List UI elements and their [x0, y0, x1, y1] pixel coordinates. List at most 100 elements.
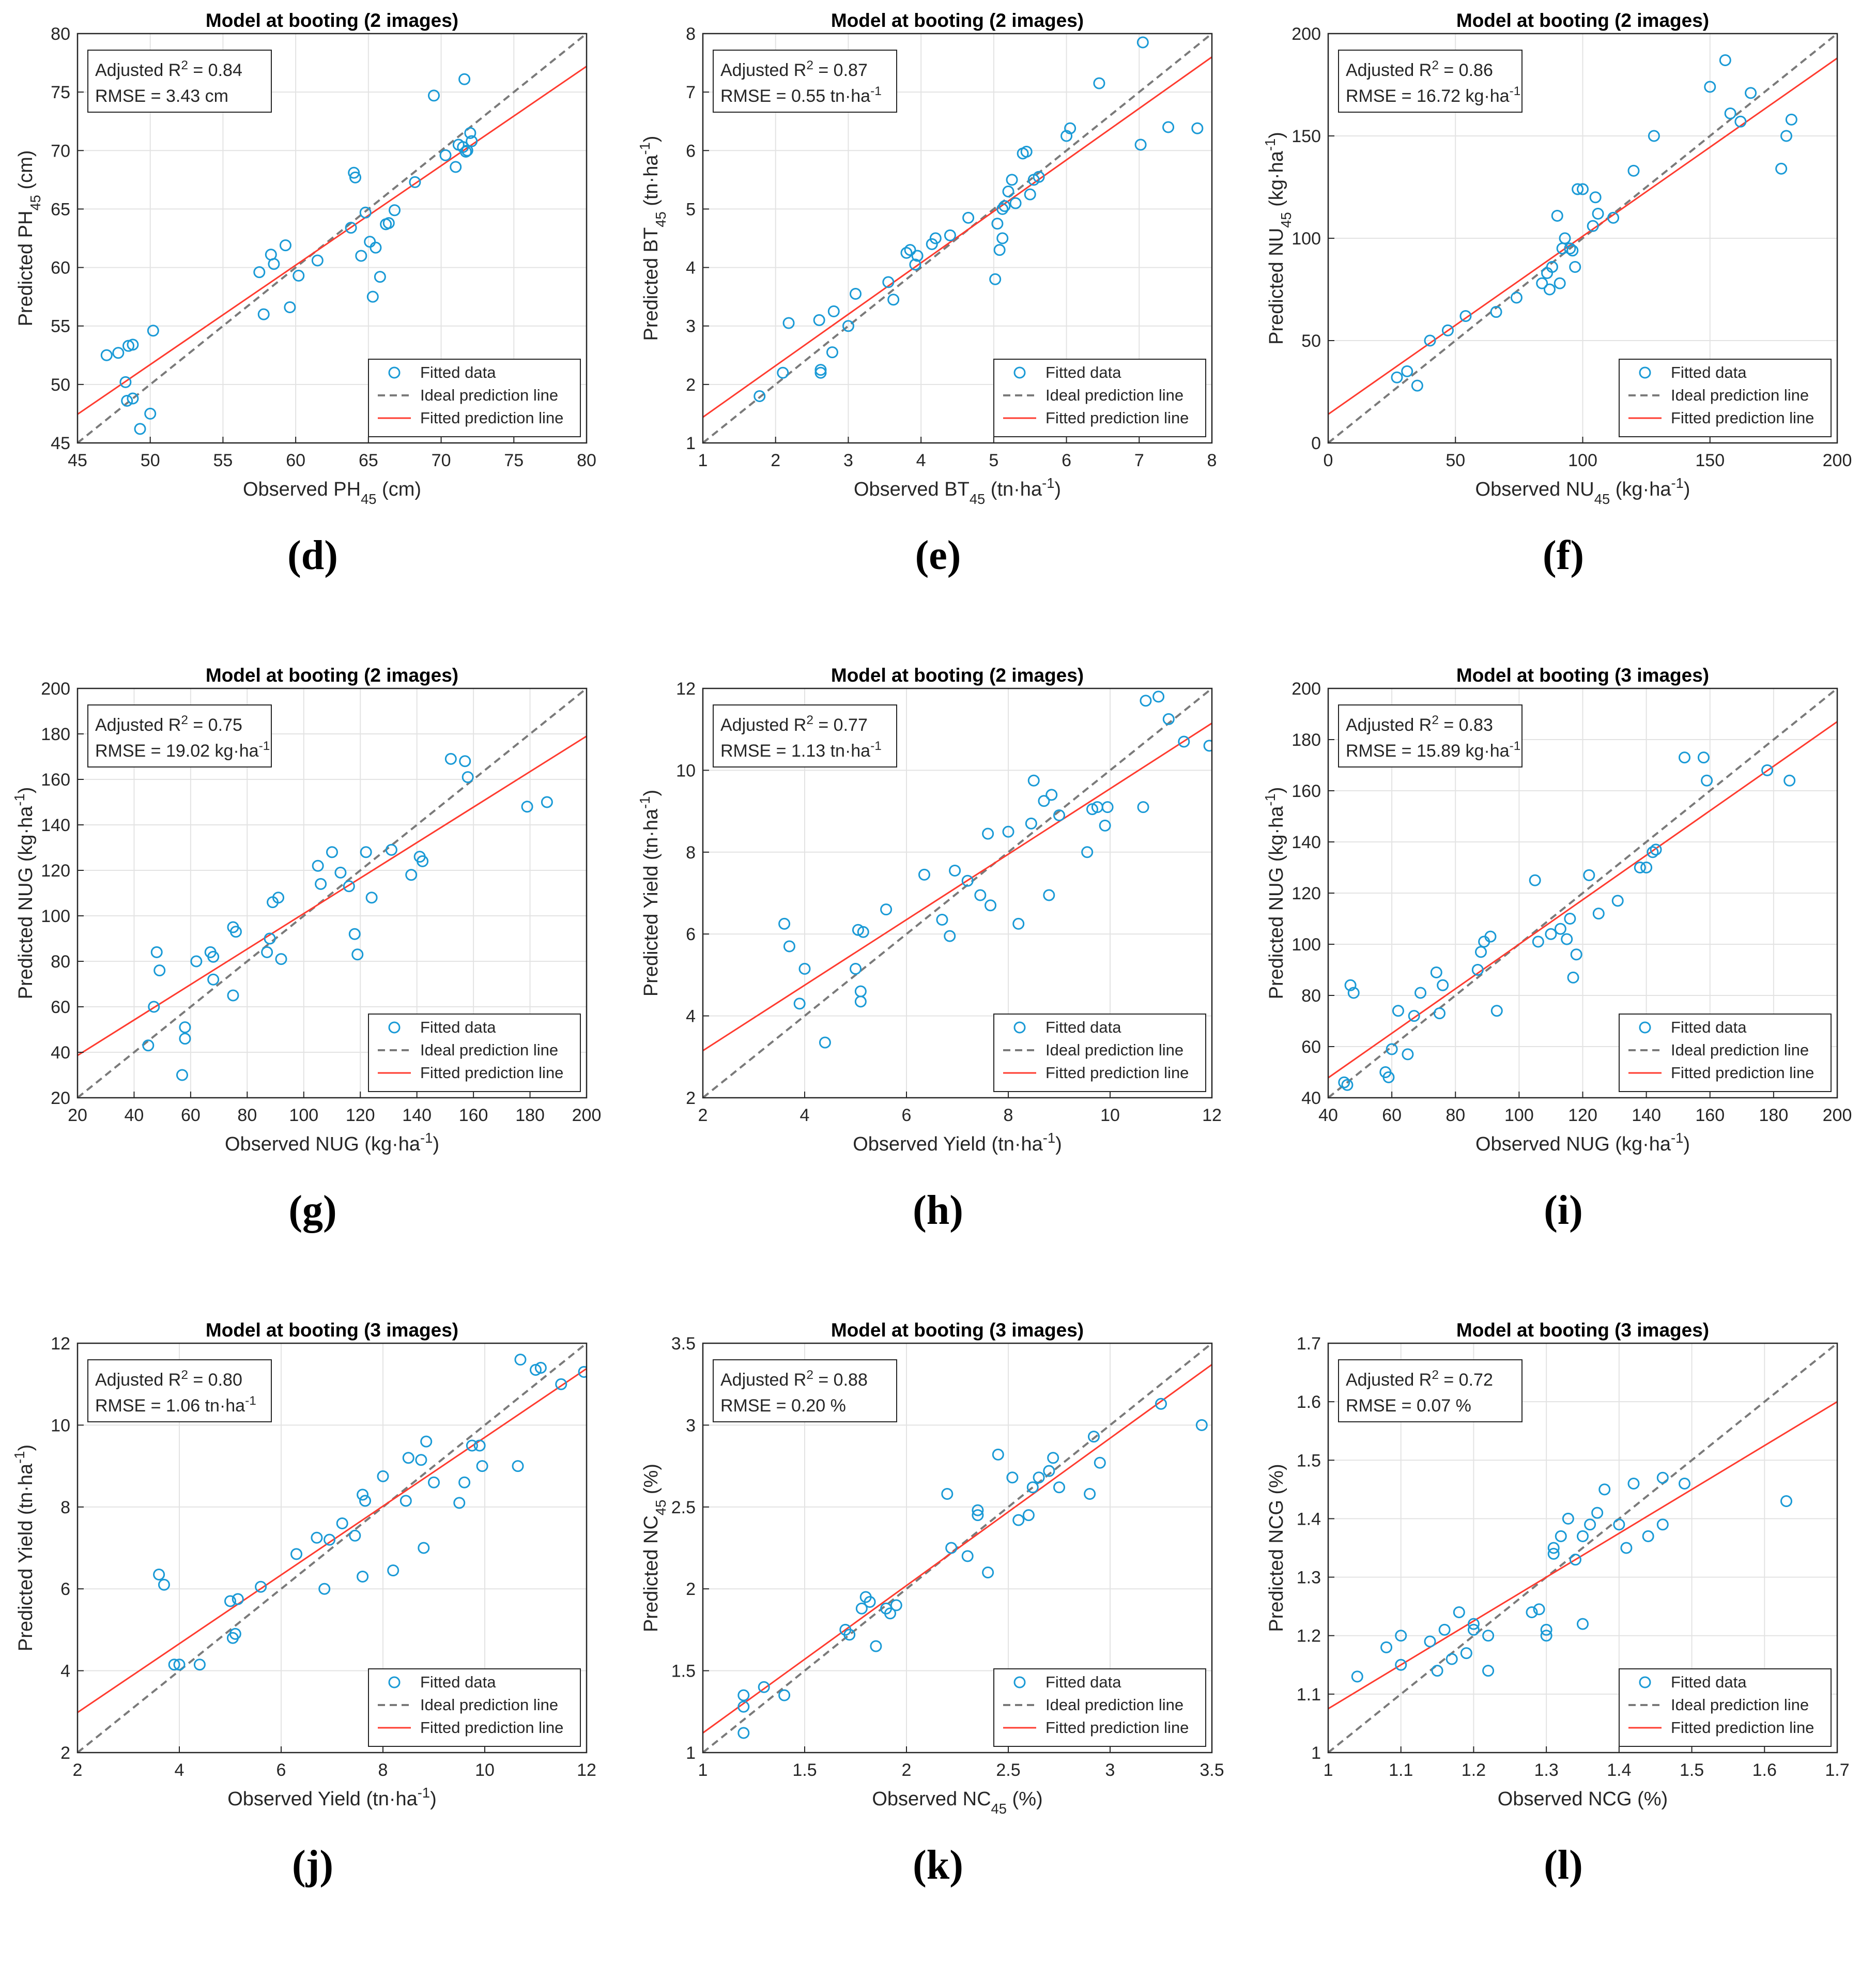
data-point	[1391, 371, 1403, 383]
data-point	[850, 963, 862, 975]
data-point	[1401, 365, 1413, 377]
x-axis-label: Observed NC45 (%)	[872, 1788, 1042, 1817]
data-point	[417, 855, 429, 867]
x-tick-label: 2	[73, 1760, 83, 1780]
x-tick-label: 6	[902, 1106, 912, 1125]
data-point	[207, 973, 220, 986]
data-point	[813, 314, 825, 326]
data-point	[275, 953, 287, 965]
data-point	[1780, 1495, 1792, 1507]
rmse-text: RMSE = 15.89 kg·ha-1	[1346, 739, 1520, 761]
stats-box	[87, 50, 272, 113]
data-point	[193, 1659, 206, 1671]
y-tick-label: 10	[51, 1416, 70, 1435]
data-point	[993, 244, 1006, 256]
data-point	[1533, 1603, 1545, 1616]
y-tick-label: 80	[1301, 986, 1321, 1006]
data-point	[1341, 1079, 1354, 1091]
y-tick-label: 1.3	[1297, 1568, 1321, 1588]
data-point	[852, 924, 864, 936]
adjusted-r2-text: Adjusted R2 = 0.84	[95, 58, 242, 81]
data-point	[334, 866, 347, 879]
data-point	[458, 1476, 471, 1488]
data-point	[261, 946, 273, 958]
data-point	[1433, 1007, 1446, 1020]
stats-box	[713, 1359, 897, 1422]
y-tick-label: 160	[1291, 781, 1321, 801]
data-point	[854, 995, 867, 1008]
data-point	[1545, 928, 1557, 940]
y-tick-label: 2.5	[671, 1498, 696, 1517]
fitted-prediction-line	[78, 66, 587, 415]
data-point	[255, 1580, 267, 1593]
adjusted-r2-text: Adjusted R2 = 0.75	[95, 713, 242, 735]
panel-label: (j)	[292, 1843, 333, 1888]
data-point	[1583, 869, 1595, 881]
data-point	[387, 1564, 399, 1577]
data-point	[1431, 1665, 1443, 1677]
y-axis-label: Predicted Yield (tn·ha-1)	[11, 1445, 37, 1651]
data-point	[1152, 690, 1165, 703]
adjusted-r2-text: Adjusted R2 = 0.87	[720, 58, 868, 81]
chart-svg-l: 1 1.1 1.2 1.3 1.4 1.5 1.6 1.7 1 1.1 1.2 1.3 1.4 1.5 1.…	[1266, 1319, 1850, 1810]
data-point	[257, 308, 270, 320]
data-point	[326, 846, 338, 858]
data-point	[1402, 1048, 1414, 1061]
data-point	[972, 1509, 984, 1522]
data-point	[153, 964, 166, 977]
data-point	[1569, 1554, 1581, 1566]
data-point	[349, 171, 362, 183]
legend-label: Ideal prediction line	[1045, 386, 1183, 404]
data-point	[428, 1476, 440, 1488]
x-tick-label: 20	[68, 1106, 87, 1125]
data-point	[1002, 825, 1014, 838]
x-tick-label: 2	[698, 1106, 708, 1125]
data-point	[318, 1583, 331, 1595]
data-point	[1546, 260, 1558, 273]
data-point	[1084, 1487, 1096, 1500]
x-tick-label: 6	[276, 1760, 286, 1780]
data-point	[224, 1595, 236, 1607]
legend-label: Fitted prediction line	[1671, 1718, 1814, 1737]
y-tick-label: 50	[1301, 331, 1321, 351]
x-tick-label: 12	[1202, 1106, 1222, 1125]
data-point	[974, 889, 987, 901]
data-point	[389, 204, 401, 217]
y-tick-label: 60	[1301, 1037, 1321, 1057]
adjusted-r2-text: Adjusted R2 = 0.88	[720, 1368, 868, 1390]
fitted-prediction-line	[703, 1363, 1212, 1734]
y-tick-label: 12	[676, 679, 696, 699]
legend	[993, 1668, 1206, 1747]
x-axis-label: Observed NCG (%)	[1498, 1788, 1668, 1810]
legend-marker-fitted-data	[1639, 1021, 1651, 1034]
legend-label: Fitted data	[1671, 1673, 1747, 1691]
legend-marker-fitted-data	[1639, 366, 1651, 379]
y-tick-label: 200	[1291, 679, 1321, 699]
data-point	[1025, 817, 1037, 830]
y-tick-label: 60	[51, 997, 70, 1017]
adjusted-r2-text: Adjusted R2 = 0.86	[1346, 58, 1493, 81]
data-point	[1441, 324, 1454, 336]
data-point	[359, 1495, 372, 1507]
fitted-prediction-line	[78, 1368, 587, 1713]
chart-svg-e: 1 2 3 4 5 6 7 8 1 2 3 4 5 6 7 8 Model at booting (2 imag…	[637, 10, 1217, 507]
data-point	[134, 423, 146, 435]
data-point	[1136, 36, 1149, 49]
x-tick-label: 75	[504, 451, 524, 470]
y-tick-label: 180	[41, 725, 70, 744]
data-point	[1584, 1518, 1596, 1531]
ideal-prediction-line	[1328, 688, 1837, 1098]
data-point	[405, 869, 418, 881]
y-axis-label: Predicted NU45 (kg·ha-1)	[1262, 132, 1294, 345]
x-tick-label: 120	[346, 1106, 375, 1125]
data-point	[1598, 1483, 1611, 1496]
rmse-text: RMSE = 1.06 tn·ha-1	[95, 1394, 256, 1416]
ideal-prediction-line	[78, 1343, 587, 1753]
data-point	[1490, 306, 1502, 318]
panel-label: (g)	[288, 1188, 337, 1233]
y-tick-label: 1.2	[1297, 1626, 1321, 1646]
data-point	[1099, 819, 1111, 832]
data-point	[1783, 774, 1796, 787]
data-point	[1006, 1471, 1019, 1484]
chart-svg-h: 2 4 6 8 10 12 2 4 6 8 10 12 Model at booting (2 imag…	[637, 665, 1222, 1155]
